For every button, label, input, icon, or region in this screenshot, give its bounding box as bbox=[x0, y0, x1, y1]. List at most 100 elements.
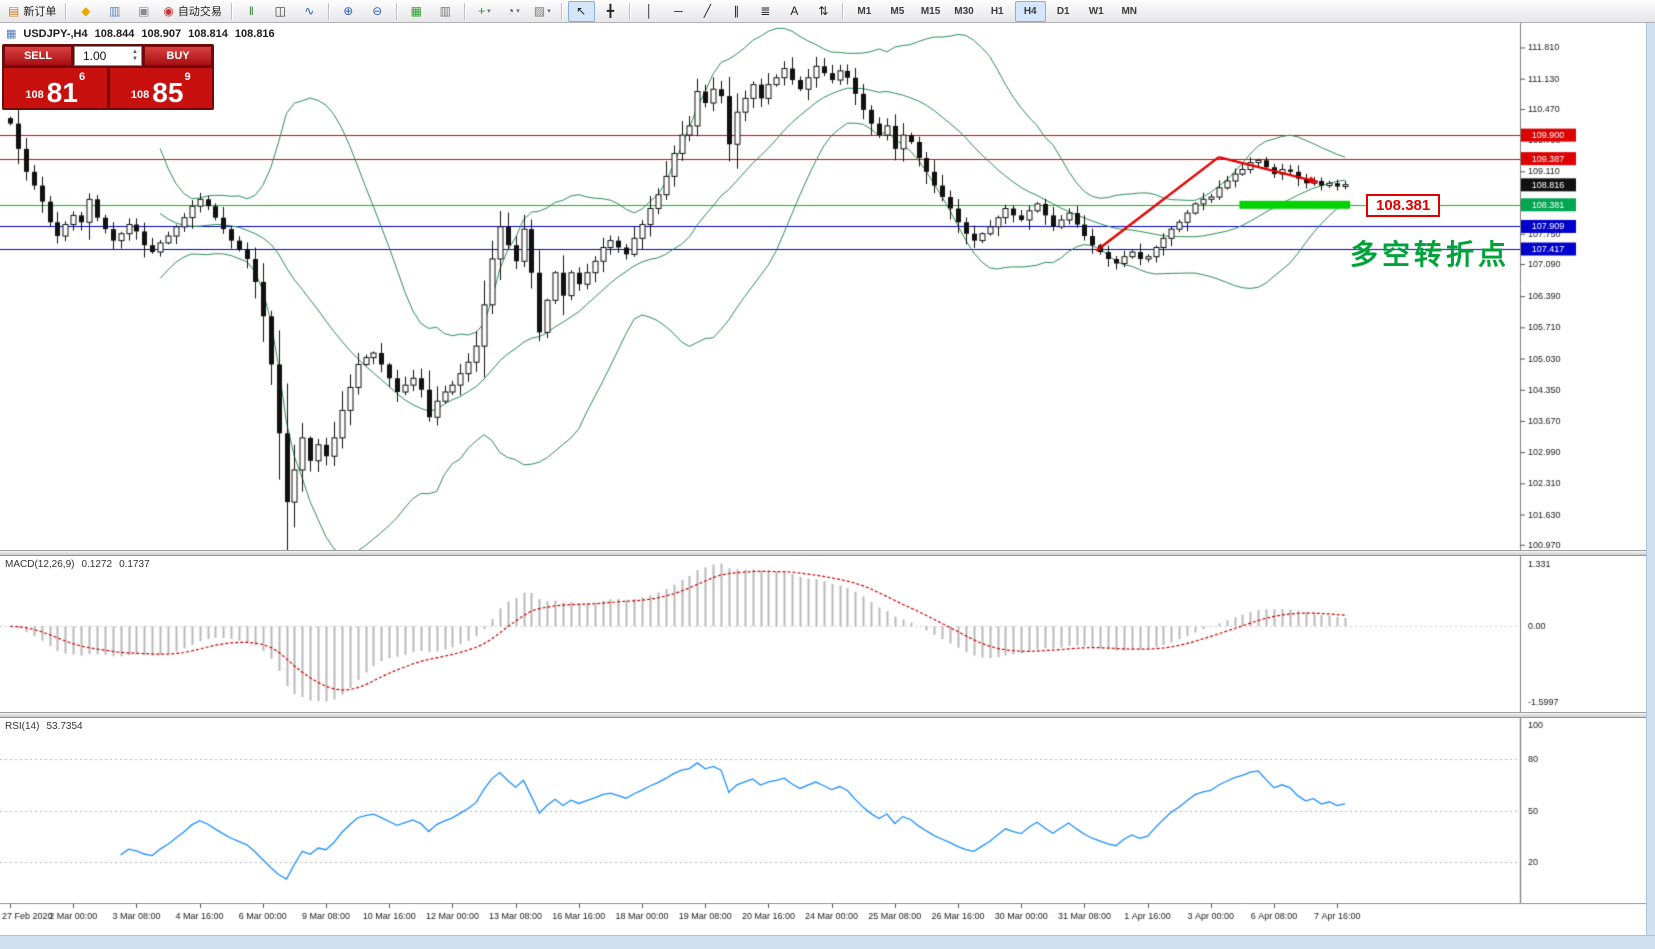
low-value: 108.814 bbox=[188, 27, 228, 40]
one-click-trading-panel: SELL 1.00 ▲ ▼ BUY 108 81 6 108 85 bbox=[2, 44, 214, 110]
periods-icon: ◔ bbox=[506, 4, 515, 18]
zoom-in-icon: ⊕ bbox=[343, 4, 354, 18]
arrows-tool[interactable]: ⇅ bbox=[810, 1, 837, 22]
templates-button-dropdown[interactable]: ▾ bbox=[547, 8, 551, 15]
crosshair-icon: ╋ bbox=[606, 4, 614, 18]
toolbar-separator bbox=[841, 2, 844, 20]
autotrading-button[interactable]: ◉ 自动交易 bbox=[159, 1, 225, 22]
tf-m30-button[interactable]: M30 bbox=[954, 5, 974, 17]
periods-button[interactable]: ◔ ▾ bbox=[500, 1, 527, 22]
horizontal-line-icon: ─ bbox=[674, 4, 683, 18]
symbol-period-label: USDJPY-,H4 bbox=[23, 27, 88, 40]
high-value: 108.907 bbox=[141, 27, 182, 40]
bar-chart-button[interactable]: ‖ bbox=[238, 1, 265, 22]
text-tool[interactable]: A bbox=[781, 1, 808, 22]
sell-price-pip: 6 bbox=[78, 71, 86, 83]
vertical-scrollbar[interactable] bbox=[1646, 23, 1655, 949]
line-chart-button[interactable]: ∿ bbox=[296, 1, 323, 22]
periods-button-dropdown[interactable]: ▾ bbox=[516, 8, 520, 15]
volume-up-arrow[interactable]: ▲ bbox=[132, 49, 138, 56]
cursor-button[interactable]: ↖ bbox=[567, 0, 595, 22]
sell-price-main: 81 bbox=[46, 77, 78, 109]
buy-button[interactable]: BUY bbox=[144, 46, 212, 66]
tf-m5-button[interactable]: M5 bbox=[890, 5, 905, 17]
macd-indicator-label: MACD(12,26,9) 0.1272 0.1737 bbox=[5, 559, 150, 570]
cascade-windows-button[interactable]: ▥ bbox=[432, 1, 459, 22]
toolbar-separator bbox=[327, 2, 330, 20]
new-order-button-label: 新订单 bbox=[23, 6, 57, 18]
time-axis[interactable] bbox=[0, 903, 1655, 927]
text-icon: A bbox=[790, 4, 799, 18]
buy-price-prefix: 108 bbox=[130, 89, 150, 101]
tf-m15-button[interactable]: M15 bbox=[920, 5, 941, 17]
rsi-value: 53.7354 bbox=[46, 721, 83, 732]
tf-m1-button[interactable]: M1 bbox=[857, 5, 872, 17]
profiles-button[interactable]: ▥ bbox=[101, 1, 128, 22]
new-chart-button[interactable]: + ▾ bbox=[471, 1, 498, 22]
tile-windows-icon: ▦ bbox=[410, 4, 422, 18]
line-chart-icon: ∿ bbox=[304, 4, 315, 18]
zoom-out-button[interactable]: ⊖ bbox=[364, 1, 391, 22]
zoom-out-icon: ⊖ bbox=[372, 4, 383, 18]
buy-price-display[interactable]: 108 85 9 bbox=[109, 68, 212, 109]
buy-price-main: 85 bbox=[152, 77, 184, 109]
templates-icon: ▨ bbox=[533, 4, 546, 18]
tf-w1-button[interactable]: W1 bbox=[1088, 5, 1104, 17]
new-chart-icon: + bbox=[478, 4, 486, 18]
price-annotation-box[interactable]: 108.381 bbox=[1366, 194, 1441, 217]
sell-button[interactable]: SELL bbox=[4, 46, 72, 66]
trendline-tool[interactable]: ╱ bbox=[694, 1, 721, 22]
candlestick-chart-button[interactable]: ◫ bbox=[267, 1, 294, 22]
toolbar-separator bbox=[463, 2, 466, 20]
tile-windows-button[interactable]: ▦ bbox=[403, 1, 430, 22]
macd-rsi-splitter[interactable] bbox=[0, 712, 1655, 718]
tf-mn-button[interactable]: MN bbox=[1121, 5, 1138, 17]
zoom-in-button[interactable]: ⊕ bbox=[335, 1, 362, 22]
volume-field[interactable]: 1.00 ▲ ▼ bbox=[74, 46, 142, 66]
main-macd-splitter[interactable] bbox=[0, 550, 1655, 556]
tf-h1-button[interactable]: H1 bbox=[990, 5, 1004, 17]
volume-down-arrow[interactable]: ▼ bbox=[132, 56, 138, 62]
sell-price-prefix: 108 bbox=[25, 89, 44, 101]
vertical-line-tool[interactable]: │ bbox=[636, 1, 663, 22]
chart-ohlc-header: ▦ USDJPY-,H4 108.844 108.907 108.814 108… bbox=[6, 27, 275, 41]
open-value: 108.844 bbox=[94, 27, 135, 40]
turning-point-note[interactable]: 多空转折点 bbox=[1350, 239, 1511, 270]
close-value: 108.816 bbox=[234, 27, 275, 40]
templates-button[interactable]: ▨ ▾ bbox=[529, 1, 556, 22]
cascade-windows-icon: ▥ bbox=[439, 4, 451, 18]
tf-d1-button[interactable]: D1 bbox=[1056, 5, 1070, 17]
candlestick-chart-icon: ◫ bbox=[274, 4, 286, 18]
macd-panel-canvas[interactable] bbox=[0, 556, 1655, 712]
vertical-line-icon: │ bbox=[645, 4, 654, 18]
toolbar-separator bbox=[395, 2, 398, 20]
main-chart-canvas[interactable] bbox=[0, 23, 1655, 550]
profiles-icon: ▥ bbox=[109, 4, 121, 18]
macd-main-value: 0.1272 bbox=[81, 559, 113, 570]
tf-h4-button[interactable]: H4 bbox=[1014, 0, 1046, 22]
toolbar-separator bbox=[560, 2, 563, 20]
channel-tool[interactable]: ∥ bbox=[723, 1, 750, 22]
fibonacci-tool[interactable]: ≣ bbox=[752, 1, 779, 22]
metaquotes-icon: ◆ bbox=[81, 4, 91, 18]
new-order-button[interactable]: ▤ 新订单 bbox=[4, 1, 60, 22]
data-window-icon: ▣ bbox=[138, 4, 150, 18]
bar-chart-icon: ‖ bbox=[248, 4, 254, 18]
sell-price-display[interactable]: 108 81 6 bbox=[4, 68, 107, 108]
rsi-indicator-label: RSI(14) 53.7354 bbox=[5, 721, 83, 732]
crosshair-button[interactable]: ╋ bbox=[597, 1, 624, 22]
fibonacci-icon: ≣ bbox=[760, 4, 771, 18]
toolbar-separator bbox=[65, 2, 68, 20]
buy-button-label: BUY bbox=[166, 50, 190, 62]
horizontal-scrollbar[interactable] bbox=[0, 935, 1655, 949]
metaquotes-button[interactable]: ◆ bbox=[72, 1, 99, 22]
toolbar-separator bbox=[230, 2, 233, 20]
trendline-icon: ╱ bbox=[703, 4, 711, 18]
sell-button-label: SELL bbox=[23, 50, 53, 62]
rsi-panel-canvas[interactable] bbox=[0, 718, 1655, 903]
new-chart-button-dropdown[interactable]: ▾ bbox=[487, 8, 491, 15]
arrows-icon: ⇅ bbox=[818, 4, 829, 18]
data-window-button[interactable]: ▣ bbox=[130, 1, 157, 22]
horizontal-line-tool[interactable]: ─ bbox=[665, 1, 692, 22]
